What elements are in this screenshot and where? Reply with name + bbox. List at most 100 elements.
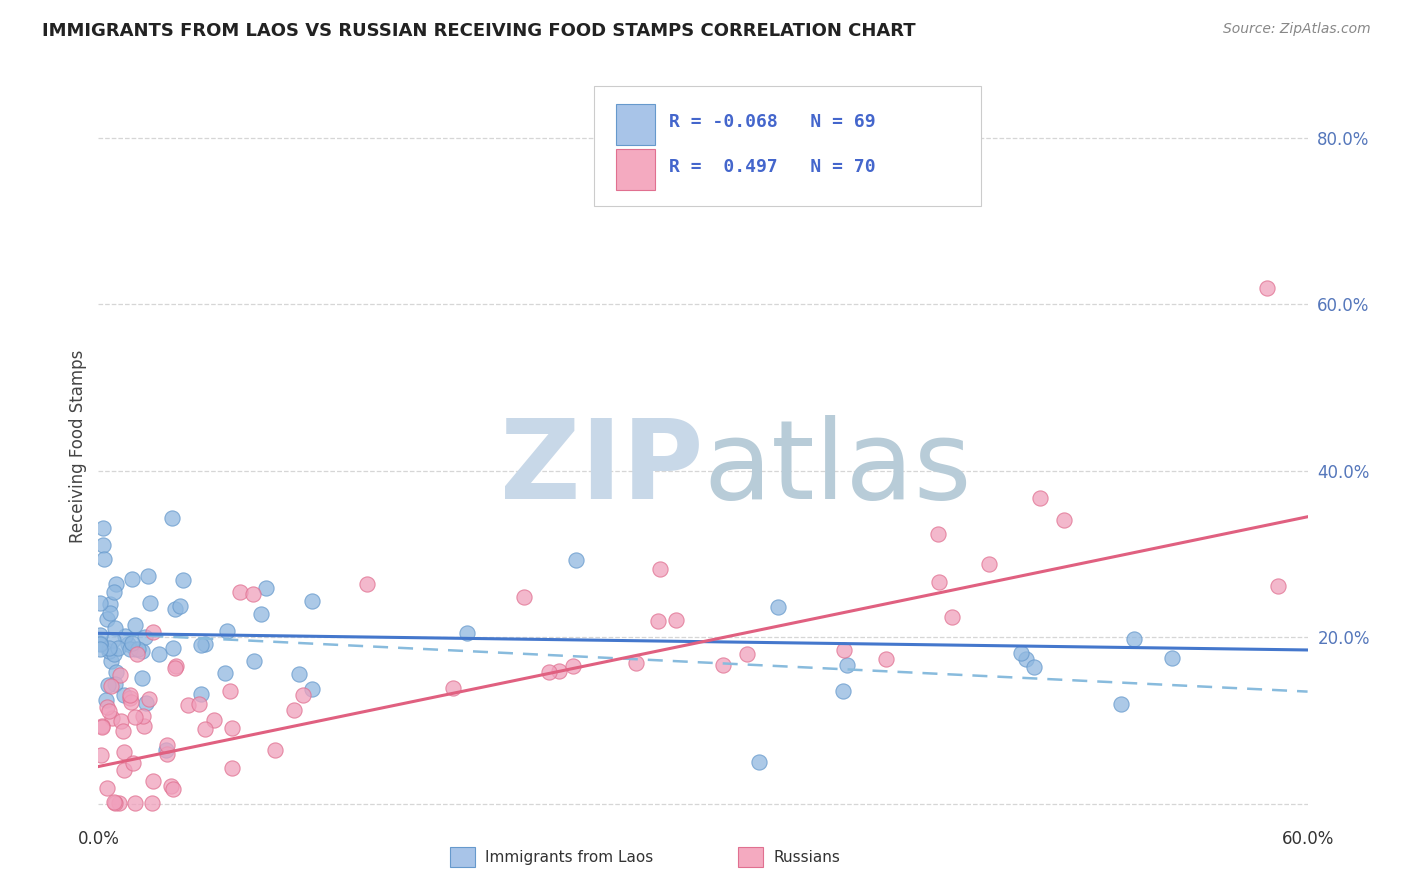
- Point: [120, 689, 142, 703]
- Text: Immigrants from Laos: Immigrants from Laos: [485, 850, 654, 864]
- Point: [104, 796, 127, 810]
- Point: [142, 624, 165, 639]
- Point: [124, 641, 146, 656]
- Point: [162, 782, 184, 797]
- Point: [97, 640, 120, 655]
- Point: [160, 779, 183, 793]
- Point: [165, 659, 187, 673]
- Point: [120, 642, 142, 657]
- Point: [103, 795, 125, 809]
- Point: [103, 647, 125, 661]
- Point: [122, 756, 145, 771]
- Point: [131, 709, 153, 723]
- FancyBboxPatch shape: [616, 149, 655, 190]
- Point: [441, 681, 464, 695]
- Point: [90, 720, 112, 734]
- Point: [292, 688, 315, 702]
- Point: [91, 521, 114, 535]
- Point: [624, 656, 647, 670]
- Point: [96, 780, 118, 795]
- Point: [117, 637, 139, 651]
- Point: [156, 739, 179, 753]
- Point: [100, 679, 122, 693]
- Point: [835, 657, 858, 672]
- Point: [456, 625, 478, 640]
- Point: [941, 609, 963, 624]
- Point: [768, 600, 790, 615]
- Point: [121, 635, 143, 649]
- Y-axis label: Receiving Food Stamps: Receiving Food Stamps: [69, 350, 87, 542]
- Point: [96, 692, 118, 706]
- Point: [160, 511, 183, 525]
- Point: [242, 587, 264, 601]
- Point: [163, 661, 186, 675]
- Point: [107, 796, 129, 810]
- Point: [89, 637, 111, 651]
- Point: [162, 640, 184, 655]
- Point: [97, 644, 120, 658]
- Point: [176, 698, 198, 712]
- Point: [101, 711, 124, 725]
- Point: [101, 633, 124, 648]
- Point: [665, 613, 688, 627]
- Point: [112, 723, 135, 738]
- Point: [1010, 646, 1032, 660]
- Point: [283, 704, 305, 718]
- Point: [131, 671, 153, 685]
- Point: [124, 710, 146, 724]
- Point: [91, 718, 114, 732]
- Point: [250, 607, 273, 622]
- Point: [1029, 491, 1052, 506]
- Point: [711, 657, 734, 672]
- Point: [194, 637, 217, 651]
- Point: [112, 689, 135, 703]
- Point: [1267, 579, 1289, 593]
- Point: [98, 704, 121, 718]
- Point: [214, 665, 236, 680]
- Point: [1015, 652, 1038, 666]
- Point: [561, 658, 583, 673]
- Text: Source: ZipAtlas.com: Source: ZipAtlas.com: [1223, 22, 1371, 37]
- Point: [105, 576, 128, 591]
- Point: [513, 591, 536, 605]
- FancyBboxPatch shape: [616, 103, 655, 145]
- Point: [156, 747, 179, 761]
- Text: R = -0.068   N = 69: R = -0.068 N = 69: [669, 112, 876, 130]
- Point: [219, 683, 242, 698]
- Text: IMMIGRANTS FROM LAOS VS RUSSIAN RECEIVING FOOD STAMPS CORRELATION CHART: IMMIGRANTS FROM LAOS VS RUSSIAN RECEIVIN…: [42, 22, 915, 40]
- Point: [96, 699, 118, 714]
- Point: [204, 713, 226, 727]
- Point: [93, 552, 115, 566]
- Point: [832, 684, 855, 698]
- Point: [813, 189, 835, 203]
- Point: [1123, 632, 1146, 647]
- Point: [1109, 698, 1132, 712]
- Point: [263, 742, 285, 756]
- Point: [100, 654, 122, 668]
- Point: [548, 664, 571, 678]
- Point: [163, 601, 186, 615]
- Point: [148, 647, 170, 661]
- Point: [96, 677, 118, 691]
- Point: [104, 621, 127, 635]
- Point: [1161, 651, 1184, 665]
- Point: [748, 756, 770, 770]
- Point: [172, 573, 194, 587]
- Point: [194, 722, 217, 736]
- Point: [134, 630, 156, 644]
- Point: [103, 677, 125, 691]
- Point: [221, 721, 243, 735]
- Point: [243, 654, 266, 668]
- Point: [98, 597, 121, 611]
- Point: [356, 577, 378, 591]
- Text: R =  0.497   N = 70: R = 0.497 N = 70: [669, 158, 876, 177]
- Point: [647, 614, 669, 628]
- Point: [98, 606, 121, 620]
- Point: [928, 575, 950, 590]
- Point: [288, 666, 311, 681]
- Point: [121, 572, 143, 586]
- Point: [107, 640, 129, 655]
- Text: atlas: atlas: [703, 415, 972, 522]
- Point: [103, 584, 125, 599]
- Point: [155, 743, 177, 757]
